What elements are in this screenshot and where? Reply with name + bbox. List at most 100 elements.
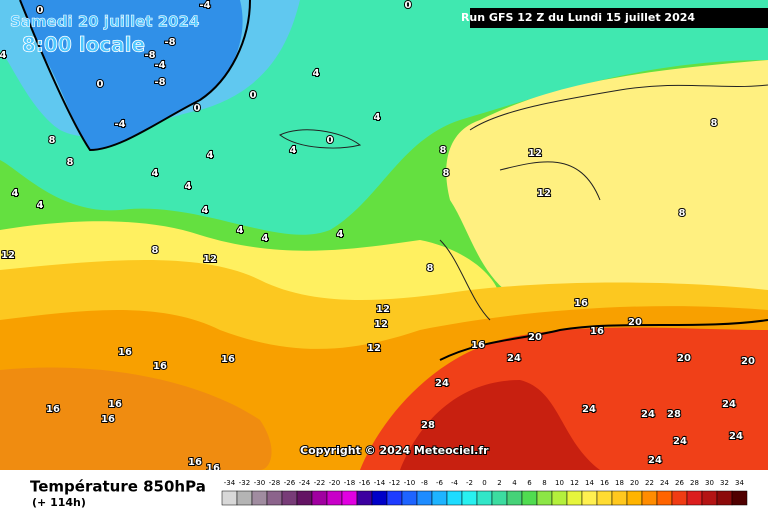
contour-label: 0 [194,103,201,114]
lead-time: (+ 114h) [32,496,86,509]
scale-label: 20 [630,479,639,487]
contour-label: 8 [427,263,434,274]
contour-label: 12 [203,254,217,265]
forecast-time: 8:00 locale [22,33,145,57]
contour-label: 12 [376,304,390,315]
scale-swatch [221,490,238,506]
scale-swatch [566,490,583,506]
scale-label: -26 [284,479,296,487]
scale-label: 24 [660,479,669,487]
contour-label: 4 [262,233,269,244]
scale-label: -4 [451,479,459,487]
contour-label: 20 [528,332,542,343]
contour-label: 4 [207,150,214,161]
contour-label: 8 [679,208,686,219]
scale-label: -16 [359,479,371,487]
scale-swatch [551,490,568,506]
contour-label: 16 [118,347,132,358]
scale-swatch [281,490,298,506]
scale-swatch [326,490,343,506]
contour-label: 8 [67,157,74,168]
contour-label: 0 [37,5,44,16]
scale-label: 4 [512,479,517,487]
scale-swatch [416,490,433,506]
contour-label: 12 [528,148,542,159]
contour-label: 4 [237,225,244,236]
scale-label: -18 [344,479,355,487]
contour-label: 16 [108,399,122,410]
contour-label: 12 [1,250,15,261]
scale-swatch [671,490,688,506]
scale-swatch [356,490,373,506]
contour-label: 4 [337,229,344,240]
scale-swatch [446,490,463,506]
contour-label: 12 [367,343,381,354]
contour-label: 0 [97,79,104,90]
scale-swatch [506,490,523,506]
scale-swatch [341,490,358,506]
contour-label: 0 [327,135,334,146]
scale-label: -24 [299,479,311,487]
scale-swatch [266,490,283,506]
contour-label: 0 [405,0,412,11]
contour-label: 12 [374,319,388,330]
contour-label: 24 [507,353,521,364]
scale-label: 22 [645,479,654,487]
scale-swatch [686,490,703,506]
scale-label: 14 [585,479,594,487]
scale-label: -8 [421,479,428,487]
scale-swatch [731,490,748,506]
contour-label: -8 [154,77,165,88]
scale-swatch [236,490,253,506]
contour-label: 28 [667,409,681,420]
scale-label: 26 [675,479,684,487]
scale-label: 6 [527,479,532,487]
contour-label: 0 [250,90,257,101]
contour-label: 4 [0,50,7,61]
contour-label: 4 [152,168,159,179]
contour-label: 16 [221,354,235,365]
contour-label: 24 [729,431,743,442]
scale-swatch [296,490,313,506]
contour-label: -4 [114,119,125,130]
forecast-date: Samedi 20 juillet 2024 [10,13,200,31]
contour-label: 16 [574,298,588,309]
contour-label: 4 [374,112,381,123]
scale-swatch [401,490,418,506]
scale-label: 18 [615,479,624,487]
contour-label: 16 [590,326,604,337]
scale-swatch [596,490,613,506]
contour-label: 8 [152,245,159,256]
scale-swatch [431,490,448,506]
scale-label: -6 [436,479,444,487]
scale-label: -14 [374,479,386,487]
contour-label: 24 [673,436,687,447]
scale-swatch [521,490,538,506]
contour-label: 24 [648,455,662,466]
legend-title: Température 850hPa [30,478,206,496]
contour-label: 16 [101,414,115,425]
scale-swatch [386,490,403,506]
contour-label: -8 [144,50,155,61]
scale-swatch [251,490,268,506]
scale-label: -34 [224,479,236,487]
contour-label: 28 [421,420,435,431]
contour-label: 24 [722,399,736,410]
contour-label: 16 [153,361,167,372]
scale-swatch [626,490,643,506]
contour-label: 20 [741,356,755,367]
run-bar [470,8,768,28]
scale-swatch [581,490,598,506]
scale-label: -10 [404,479,415,487]
contour-label: 8 [440,145,447,156]
contour-label: 4 [313,68,320,79]
scale-swatch [461,490,478,506]
contour-label: 24 [582,404,596,415]
scale-label: 0 [482,479,486,487]
scale-label: 28 [690,479,699,487]
scale-label: 30 [705,479,714,487]
contour-label: 8 [49,135,56,146]
contour-label: 4 [185,181,192,192]
scale-swatch [311,490,328,506]
